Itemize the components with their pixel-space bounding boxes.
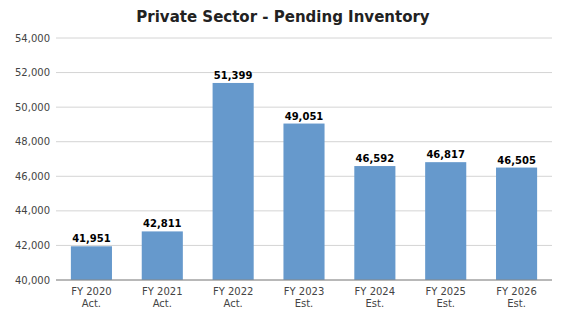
x-tick-label: FY 2023Est. [284,286,325,309]
data-label: 49,051 [285,111,324,122]
y-tick-label: 44,000 [15,205,50,216]
bar [425,162,466,280]
chart-container: Private Sector - Pending Inventory 40,000… [0,0,566,322]
bars [71,83,537,280]
x-tick-label: FY 2024Est. [355,286,396,309]
y-tick-label: 50,000 [15,102,50,113]
data-label: 42,811 [143,218,182,229]
data-label: 46,592 [356,153,395,164]
y-tick-label: 48,000 [15,136,50,147]
y-tick-label: 46,000 [15,171,50,182]
y-tick-label: 42,000 [15,240,50,251]
bar [496,168,537,280]
grid-line [56,107,552,108]
bar [213,83,254,280]
bar [142,231,183,280]
title: Private Sector - Pending Inventory [136,8,430,26]
x-tick-label: FY 2021Act. [142,286,183,309]
data-label: 46,505 [497,155,536,166]
x-tick-label: FY 2022Act. [213,286,254,309]
x-tick-label: FY 2026Est. [496,286,537,309]
x-tick-label: FY 2025Est. [425,286,466,309]
y-tick-label: 52,000 [15,67,50,78]
data-label: 46,817 [426,149,465,160]
chart: Private Sector - Pending Inventory 40,000… [0,0,566,322]
x-axis-line [56,280,552,281]
grid-line [56,72,552,73]
grid-line [56,280,552,281]
y-tick-label: 54,000 [15,33,50,44]
y-tick-label: 40,000 [15,275,50,286]
bar [71,246,112,280]
bar [283,124,324,280]
data-label: 41,951 [72,233,111,244]
grid-line [56,38,552,39]
data-label: 51,399 [214,70,253,81]
bar [354,166,395,280]
x-tick-label: FY 2020Act. [71,286,112,309]
